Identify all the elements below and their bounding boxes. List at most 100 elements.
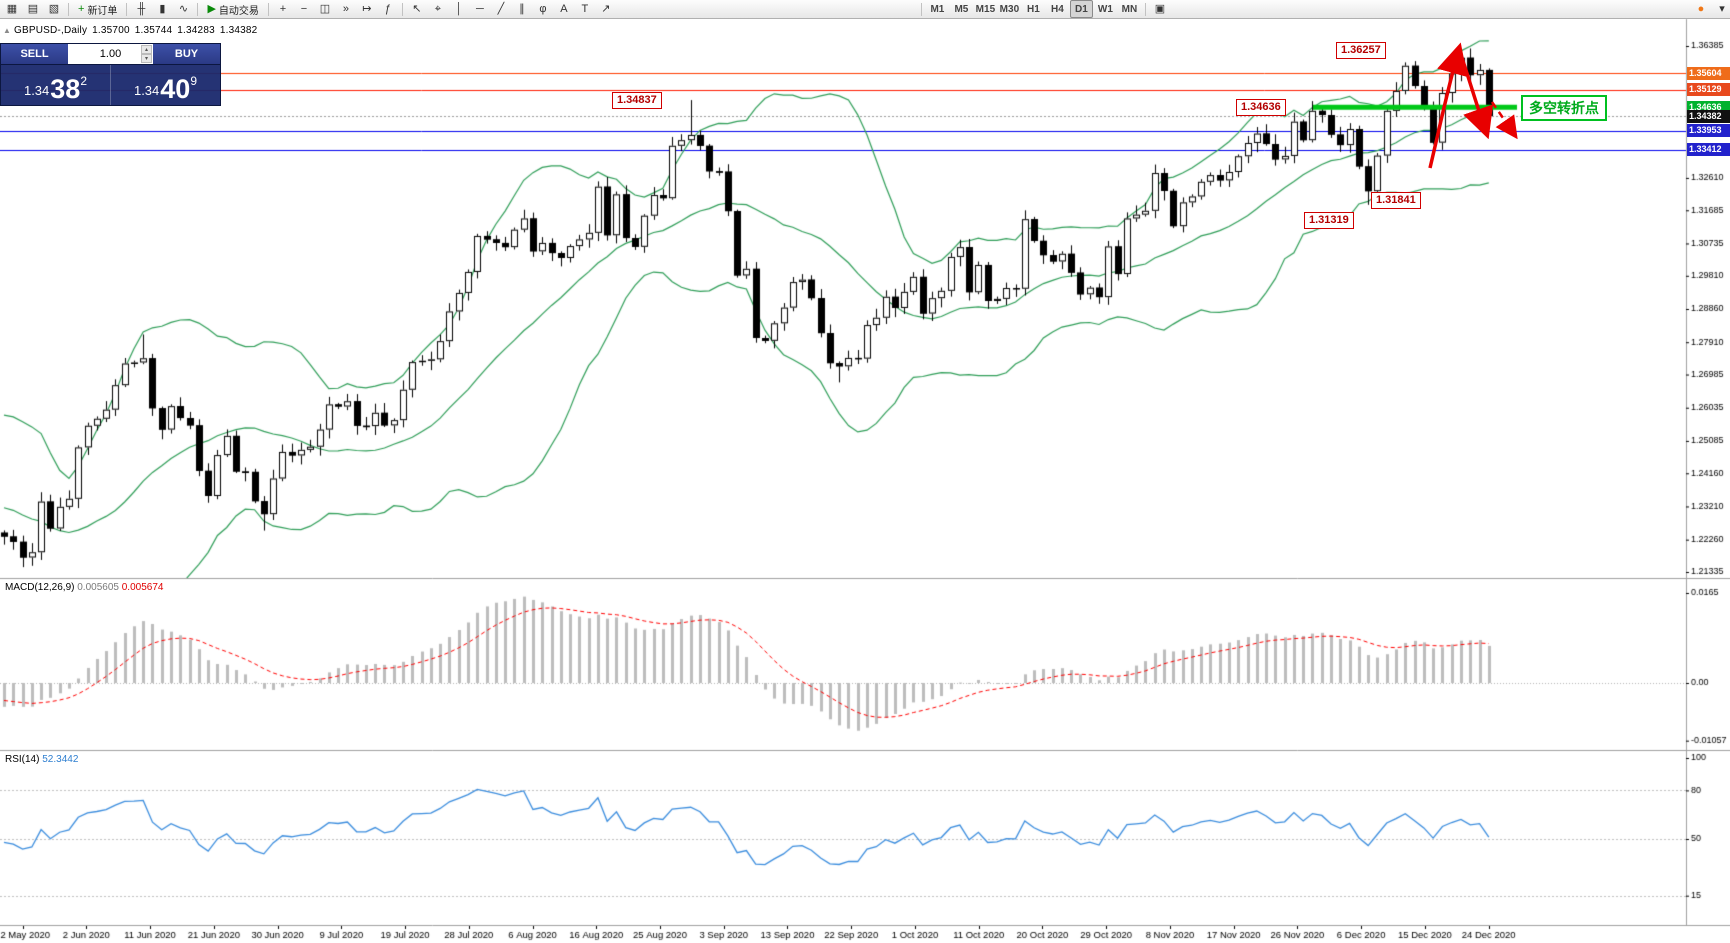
fibonacci-button[interactable]: φ xyxy=(533,0,553,18)
ask-price[interactable]: 1.34 40 9 xyxy=(111,65,220,105)
volume-down-icon[interactable]: ▾ xyxy=(141,54,152,63)
bar-chart-icon: ╫ xyxy=(137,3,146,15)
volume-input[interactable]: 1.00 ▴ ▾ xyxy=(68,44,153,64)
new-order-label: 新订单 xyxy=(87,5,118,17)
auto-trading-label: 自动交易 xyxy=(218,5,259,17)
chart-shift-icon: ↦ xyxy=(362,3,372,15)
chart-profiles-button[interactable]: ▤ xyxy=(23,0,43,18)
macd-indicator-label: MACD(12,26,9) 0.005605 0.005674 xyxy=(5,582,164,593)
turning-point-note[interactable]: 多空转折点 xyxy=(1521,95,1607,121)
ask-price-pips: 40 xyxy=(160,74,191,105)
indicators-button[interactable]: ƒ xyxy=(378,0,398,18)
annotation-high-1-34837[interactable]: 1.34837 xyxy=(612,92,662,109)
arrow-tools-icon: ↗ xyxy=(601,3,611,15)
auto-scroll-button[interactable]: » xyxy=(336,0,356,18)
timeframe-button-h4[interactable]: H4 xyxy=(1051,3,1064,15)
main-toolbar: ▦ ▤ ▧ + 新订单 ╫ ▮ ∿ ▶ 自动交易 + − ◫ » ↦ ƒ ↖ ⌖… xyxy=(0,0,1730,19)
zoom-in-button[interactable]: + xyxy=(273,0,293,18)
volume-value: 1.00 xyxy=(99,48,122,60)
chevron-down-icon: ▾ xyxy=(1719,3,1725,15)
text-tool-button[interactable]: A xyxy=(554,0,574,18)
annotation-low-1-31841[interactable]: 1.31841 xyxy=(1371,192,1421,209)
up-arrow-icon xyxy=(1428,42,1468,169)
toolbar-separator xyxy=(401,2,403,16)
toolbar-separator xyxy=(197,2,199,16)
alert-dot-icon: ● xyxy=(1697,3,1705,15)
horizontal-line-button[interactable]: ─ xyxy=(470,0,490,18)
toolbar-separator xyxy=(68,2,69,16)
horizontal-line-icon: ─ xyxy=(476,3,484,15)
chart-open-value: 1.35700 xyxy=(92,25,130,36)
bar-chart-button[interactable]: ╫ xyxy=(131,0,151,18)
volume-up-icon[interactable]: ▴ xyxy=(141,45,152,54)
trendline-button[interactable]: ╱ xyxy=(491,0,511,18)
bid-price[interactable]: 1.34 38 2 xyxy=(1,65,110,105)
chart-shift-button[interactable]: ↦ xyxy=(357,0,377,18)
line-chart-button[interactable]: ∿ xyxy=(173,0,193,18)
chart-close-value: 1.34382 xyxy=(219,25,258,36)
new-order-button[interactable]: + 新订单 xyxy=(73,0,122,18)
candlestick-chart-icon: ▮ xyxy=(159,3,166,15)
zoom-out-icon: − xyxy=(300,3,308,15)
arrow-tools-button[interactable]: ↗ xyxy=(596,0,616,18)
channel-button[interactable]: ∥ xyxy=(512,0,532,18)
bid-price-point: 2 xyxy=(80,74,88,88)
price-divider xyxy=(110,65,111,105)
timeframe-button-m15[interactable]: M15 xyxy=(975,3,996,15)
macd-name: MACD(12,26,9) xyxy=(5,582,75,593)
channel-icon: ∥ xyxy=(519,3,525,15)
vertical-line-button[interactable]: │ xyxy=(449,0,469,18)
annotation-pivot-1-34636[interactable]: 1.34636 xyxy=(1236,99,1286,116)
candlestick-chart-button[interactable]: ▮ xyxy=(152,0,172,18)
chart-title: GBPUSD-,Daily 1.35700 1.35744 1.34283 1.3438… xyxy=(14,25,262,36)
crosshair-button[interactable]: ⌖ xyxy=(428,0,448,18)
chart-low-value: 1.34283 xyxy=(177,25,215,36)
auto-trading-icon: ▶ xyxy=(207,3,216,15)
bid-price-pips: 38 xyxy=(50,74,81,105)
down-arrow-icon xyxy=(1460,57,1494,140)
toolbar-overflow-button[interactable]: ▾ xyxy=(1712,0,1730,18)
auto-trading-button[interactable]: ▶ 自动交易 xyxy=(202,0,263,18)
timeframe-button-m30[interactable]: M30 xyxy=(999,3,1020,15)
fibonacci-icon: φ xyxy=(539,3,547,15)
templates-button[interactable]: ▣ xyxy=(1150,0,1170,18)
crosshair-icon: ⌖ xyxy=(434,3,441,15)
tile-windows-button[interactable]: ◫ xyxy=(315,0,335,18)
trend-arrows-annotation xyxy=(1428,42,1518,169)
timeframe-button-w1[interactable]: W1 xyxy=(1097,3,1113,15)
text-label-button[interactable]: T xyxy=(575,0,595,18)
chart-symbol-period: GBPUSD-,Daily xyxy=(14,25,88,36)
chart-high-value: 1.35744 xyxy=(134,25,173,36)
dashed-down-arrow-icon xyxy=(1490,101,1518,140)
macd-signal-value: 0.005674 xyxy=(121,582,164,593)
sell-button[interactable]: SELL xyxy=(1,44,68,64)
indicators-icon: ƒ xyxy=(384,3,391,15)
toolbar-separator xyxy=(267,2,269,16)
one-click-collapse-icon[interactable]: ▲ xyxy=(3,26,11,35)
strategy-tester-button[interactable]: ▧ xyxy=(44,0,64,18)
text-label-icon: T xyxy=(581,3,589,15)
timeframe-button-m5[interactable]: M5 xyxy=(954,3,969,15)
timeframe-button-mn[interactable]: MN xyxy=(1121,3,1138,15)
bid-price-main: 1.34 xyxy=(23,83,50,98)
buy-button[interactable]: BUY xyxy=(153,44,220,64)
timeframe-button-d1[interactable]: D1 xyxy=(1069,0,1093,18)
new-order-icon: + xyxy=(78,3,85,15)
zoom-out-button[interactable]: − xyxy=(294,0,314,18)
vertical-line-icon: │ xyxy=(455,3,463,15)
rsi-indicator-label: RSI(14) 52.3442 xyxy=(5,754,79,765)
timeframe-button-m1[interactable]: M1 xyxy=(930,3,945,15)
annotation-high-1-36257[interactable]: 1.36257 xyxy=(1336,42,1386,59)
zoom-in-icon: + xyxy=(279,3,287,15)
timeframe-button-h1[interactable]: H1 xyxy=(1027,3,1040,15)
toolbar-separator xyxy=(1144,2,1146,16)
cursor-button[interactable]: ↖ xyxy=(407,0,427,18)
volume-stepper: ▴ ▾ xyxy=(141,45,152,63)
toolbar-separator xyxy=(126,2,128,16)
annotation-low-1-31319[interactable]: 1.31319 xyxy=(1304,212,1354,229)
rsi-value: 52.3442 xyxy=(42,754,79,765)
templates-icon: ▣ xyxy=(1154,3,1166,15)
alert-indicator: ● xyxy=(1691,0,1711,18)
new-chart-button[interactable]: ▦ xyxy=(2,0,22,18)
